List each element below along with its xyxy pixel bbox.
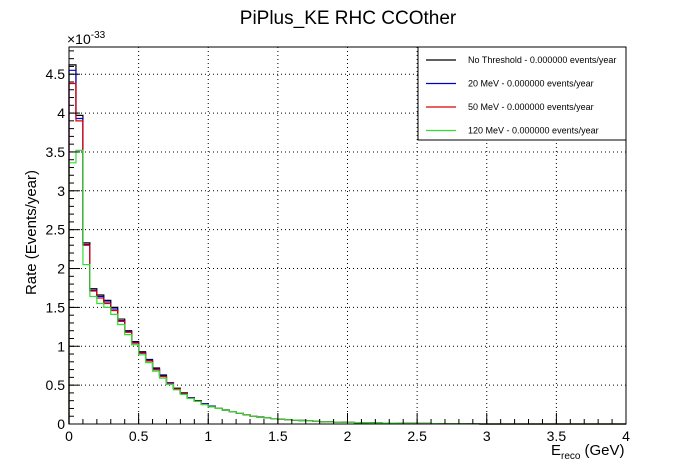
x-tick-label: 3.5 <box>547 428 567 444</box>
chart-title: PiPlus_KE RHC CCOther <box>240 8 457 29</box>
x-tick-label: 0.5 <box>129 428 149 444</box>
x-tick-label: 1.5 <box>268 428 288 444</box>
y-tick-label: 4.5 <box>46 66 66 82</box>
x-tick-label: 0 <box>65 428 73 444</box>
x-tick-label: 3 <box>483 428 491 444</box>
legend: No Threshold - 0.000000 events/year 20 Me… <box>417 46 627 141</box>
x-tick-label: 4 <box>622 428 630 444</box>
y-multiplier: ×10-33 <box>67 30 106 47</box>
y-tick-label: 1 <box>57 338 65 354</box>
x-tick-label: 1 <box>204 428 212 444</box>
y-tick-label: 2 <box>57 261 65 277</box>
y-axis-ticks: 0 0.5 1 1.5 2 2.5 3 3.5 4 4.5 <box>46 50 80 432</box>
legend-label-1: 20 MeV - 0.000000 events/year <box>468 79 594 89</box>
y-tick-label: 2.5 <box>46 222 66 238</box>
y-tick-label: 3 <box>57 183 65 199</box>
x-axis-label: Ereco (GeV) <box>551 442 624 462</box>
x-tick-label: 2.5 <box>407 428 427 444</box>
y-tick-label: 3.5 <box>46 144 66 160</box>
grid-lines <box>69 47 626 424</box>
y-axis-label: Rate (Events/year) <box>23 170 40 295</box>
x-axis-ticks: 0 0.5 1 1.5 2 2.5 3 3.5 4 <box>65 413 630 444</box>
y-tick-label: 4 <box>57 105 65 121</box>
y-tick-label: 0 <box>57 416 65 432</box>
legend-label-2: 50 MeV - 0.000000 events/year <box>468 102 594 112</box>
y-tick-label: 0.5 <box>46 377 66 393</box>
legend-label-0: No Threshold - 0.000000 events/year <box>468 55 616 65</box>
y-tick-label: 1.5 <box>46 299 66 315</box>
legend-box <box>417 46 627 141</box>
x-tick-label: 2 <box>344 428 352 444</box>
legend-label-3: 120 MeV - 0.000000 events/year <box>468 126 599 136</box>
